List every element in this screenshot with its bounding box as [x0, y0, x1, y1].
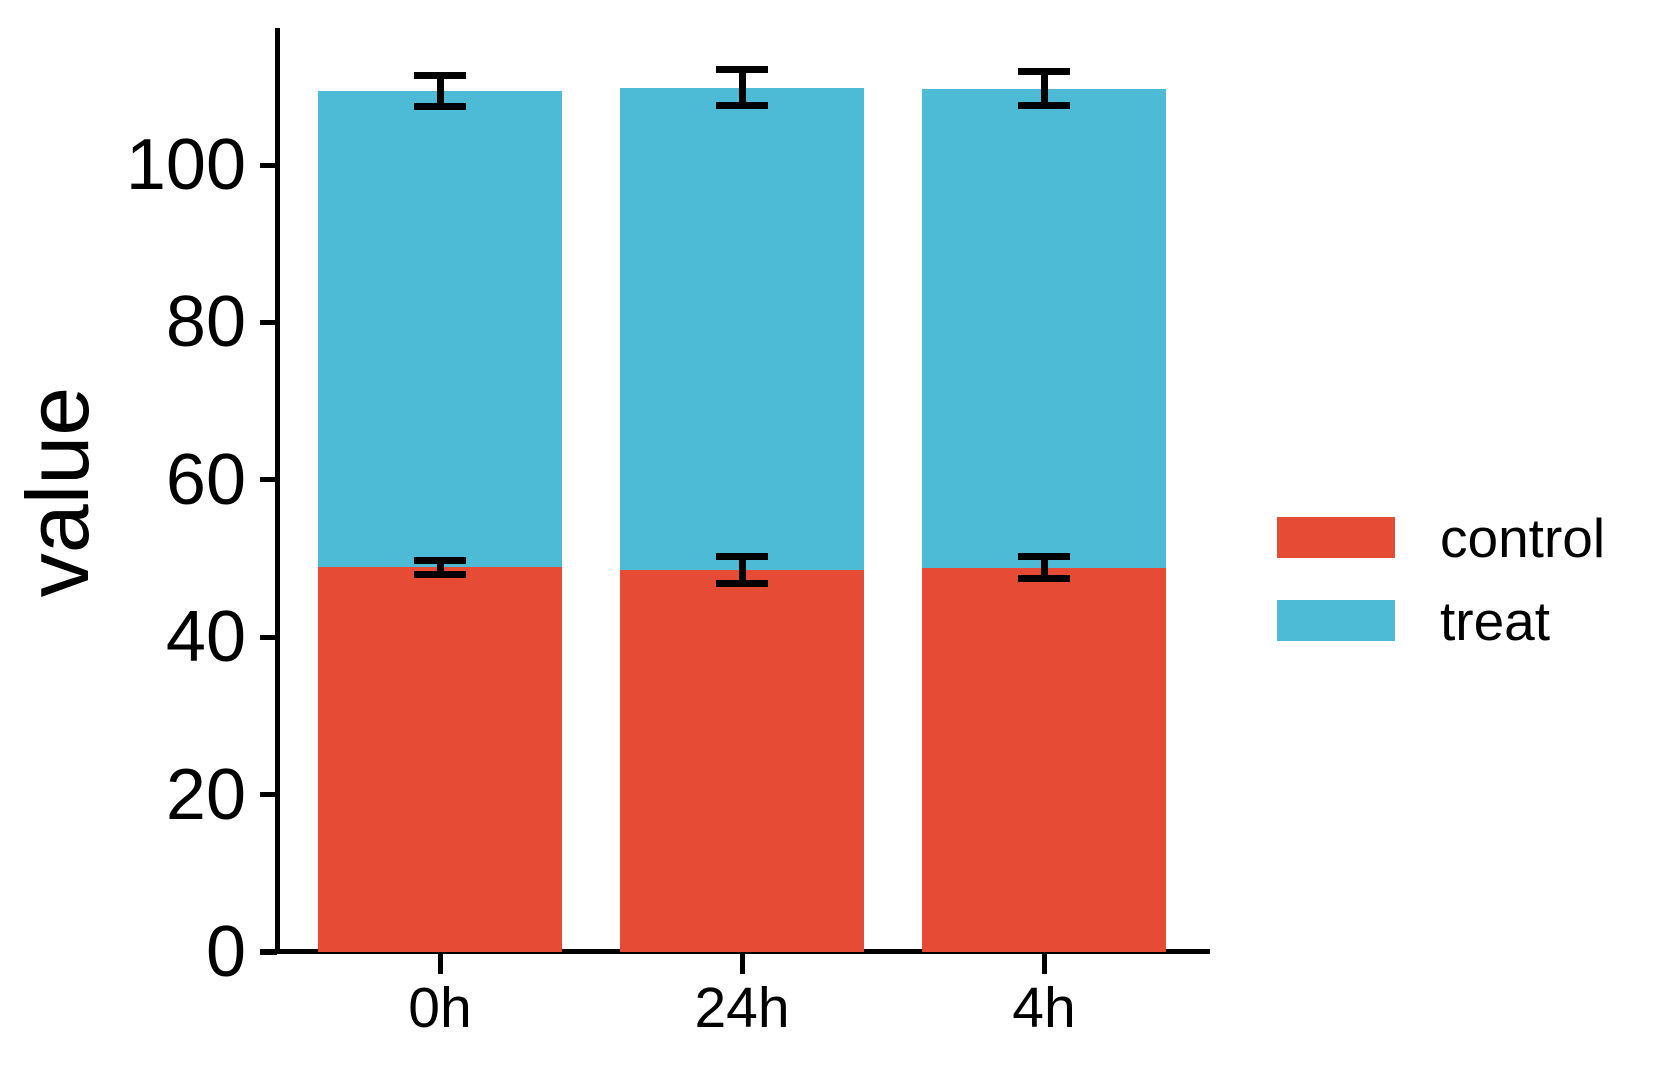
error-bar-cap-lower-stack-top-4h [1018, 102, 1070, 110]
y-tick-label-60: 60 [165, 439, 246, 520]
y-tick-mark-60 [260, 477, 277, 483]
y-tick-label-80: 80 [165, 282, 246, 363]
y-tick-label-40: 40 [165, 597, 246, 678]
error-bar-cap-upper-stack-top-4h [1018, 67, 1070, 75]
legend-swatch-control [1277, 517, 1395, 558]
bar-segment-control-4h [922, 567, 1166, 952]
error-bar-line-control-top-24h [738, 556, 746, 584]
y-axis-line [275, 28, 280, 954]
bar-segment-control-0h [318, 567, 562, 952]
error-bar-line-stack-top-24h [738, 69, 746, 106]
x-tick-mark-24h [739, 954, 745, 974]
bar-segment-treat-4h [922, 88, 1166, 568]
y-tick-mark-0 [260, 949, 277, 955]
legend-swatch-treat [1277, 600, 1395, 641]
error-bar-line-control-top-0h [436, 560, 444, 575]
bar-segment-treat-0h [318, 91, 562, 568]
y-tick-label-20: 20 [165, 754, 246, 835]
x-tick-label-24h: 24h [694, 976, 790, 1040]
error-bar-line-stack-top-4h [1040, 71, 1048, 106]
x-tick-mark-4h [1041, 954, 1047, 974]
error-bar-cap-upper-stack-top-24h [716, 66, 768, 74]
error-bar-cap-upper-control-top-0h [414, 556, 466, 564]
error-bar-cap-upper-stack-top-0h [414, 71, 466, 79]
error-bar-cap-lower-stack-top-0h [414, 103, 466, 111]
y-tick-label-100: 100 [125, 125, 246, 205]
y-tick-label-0: 0 [205, 912, 246, 992]
x-tick-mark-0h [437, 954, 443, 974]
x-tick-label-0h: 0h [408, 976, 472, 1040]
y-axis-title: value [8, 386, 107, 598]
y-tick-mark-40 [260, 634, 277, 640]
legend-label-control: control [1440, 507, 1606, 569]
error-bar-line-stack-top-0h [436, 75, 444, 107]
error-bar-cap-upper-control-top-24h [716, 553, 768, 561]
error-bar-cap-upper-control-top-4h [1018, 553, 1070, 561]
error-bar-line-control-top-4h [1040, 556, 1048, 579]
bar-segment-control-24h [620, 570, 864, 952]
error-bar-cap-lower-control-top-4h [1018, 575, 1070, 583]
error-bar-cap-lower-stack-top-24h [716, 102, 768, 110]
legend-label-treat: treat [1440, 590, 1551, 652]
bar-segment-treat-24h [620, 87, 864, 571]
error-bar-cap-lower-control-top-0h [414, 570, 466, 578]
y-tick-mark-100 [260, 162, 277, 168]
y-tick-mark-80 [260, 319, 277, 325]
error-bar-cap-lower-control-top-24h [716, 580, 768, 588]
y-tick-mark-20 [260, 792, 277, 798]
x-tick-label-4h: 4h [1012, 976, 1076, 1040]
